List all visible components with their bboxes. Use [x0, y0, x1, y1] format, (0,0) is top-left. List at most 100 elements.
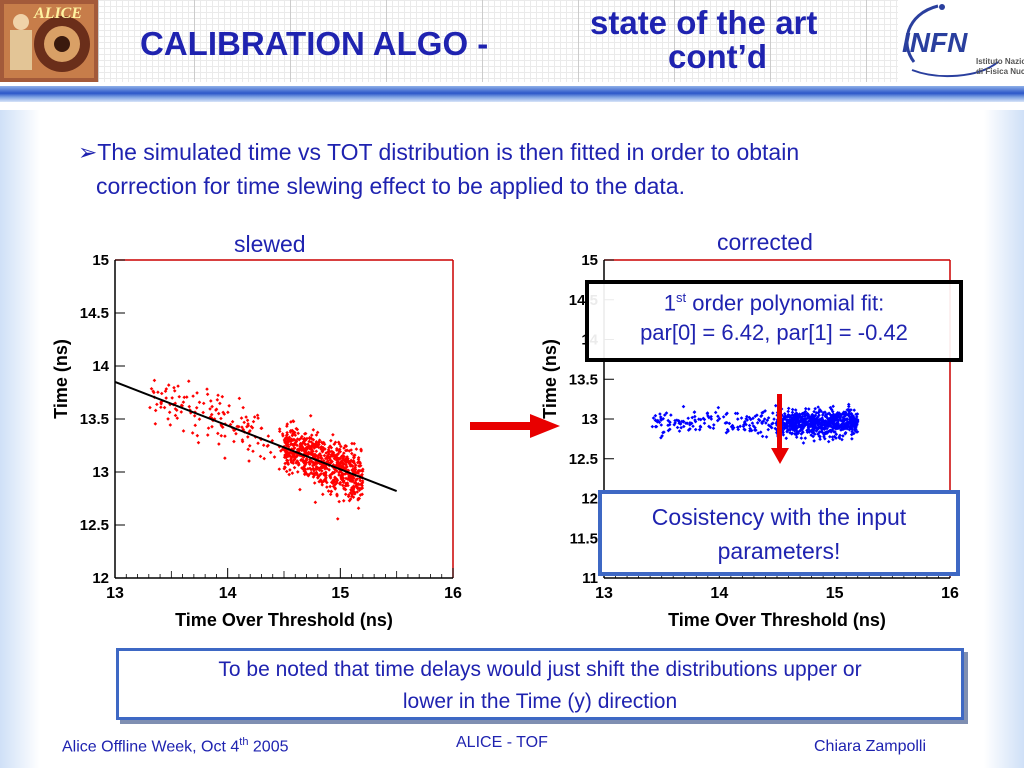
data-point	[822, 434, 826, 439]
data-point	[803, 409, 808, 414]
header-underline-bar	[0, 86, 1024, 102]
data-point	[235, 424, 239, 429]
data-point	[172, 385, 176, 390]
data-point	[352, 469, 356, 474]
data-point	[159, 400, 163, 405]
data-point	[831, 404, 835, 409]
data-point	[291, 419, 295, 423]
data-point	[184, 395, 189, 399]
data-point	[245, 424, 249, 429]
data-point	[262, 456, 267, 461]
data-point	[248, 429, 252, 433]
data-point	[283, 465, 287, 470]
data-point	[322, 479, 326, 483]
data-point	[726, 429, 730, 433]
data-point	[356, 469, 361, 473]
data-point	[845, 425, 849, 429]
data-point	[173, 413, 178, 418]
data-point	[302, 461, 307, 466]
data-point	[761, 410, 765, 415]
data-point	[345, 471, 350, 476]
data-point	[819, 417, 824, 422]
data-point	[360, 480, 365, 485]
data-point	[816, 415, 820, 419]
data-point	[840, 427, 845, 432]
data-point	[208, 407, 212, 411]
data-point	[812, 423, 817, 428]
data-point	[210, 404, 214, 409]
data-point	[272, 455, 277, 459]
data-point	[325, 459, 329, 464]
data-point	[179, 410, 184, 414]
data-point	[289, 455, 294, 459]
data-point	[849, 411, 854, 416]
data-point	[664, 411, 669, 415]
data-point	[307, 472, 311, 477]
data-point	[803, 416, 808, 421]
data-point	[219, 433, 224, 438]
data-point	[290, 447, 294, 451]
data-point	[717, 416, 722, 421]
data-point	[838, 417, 843, 421]
data-point	[343, 492, 348, 497]
data-point	[342, 458, 347, 463]
data-point	[831, 418, 835, 423]
data-point	[279, 449, 283, 453]
data-point	[788, 423, 793, 428]
data-point	[351, 495, 356, 499]
data-point	[768, 424, 773, 429]
data-point	[812, 409, 816, 414]
data-point	[334, 477, 339, 481]
data-point	[755, 421, 760, 425]
data-point	[322, 453, 327, 458]
x-tick-label: 13	[595, 585, 613, 602]
data-point	[830, 425, 835, 430]
data-point	[739, 416, 744, 420]
data-point	[328, 474, 333, 479]
data-point	[342, 486, 346, 490]
data-point	[339, 471, 344, 475]
data-point	[838, 433, 842, 438]
data-point	[311, 428, 316, 432]
data-point	[360, 483, 364, 488]
data-point	[284, 449, 289, 453]
bullet-text-line1: The simulated time vs TOT distribution i…	[97, 139, 800, 165]
data-point	[832, 426, 836, 430]
data-point	[208, 415, 213, 419]
data-point	[343, 472, 348, 476]
data-point	[790, 413, 795, 417]
data-point	[673, 421, 677, 425]
data-point	[801, 425, 806, 429]
data-point	[845, 417, 849, 422]
data-point	[702, 421, 707, 426]
data-point	[301, 445, 305, 450]
data-point	[309, 440, 313, 444]
data-point	[813, 414, 817, 418]
data-point	[841, 416, 846, 421]
data-point	[763, 409, 767, 413]
data-point	[308, 413, 313, 418]
data-point	[335, 478, 340, 483]
data-point	[313, 442, 318, 447]
infn-logo-icon: INFN Istituto Nazionale di Fisica Nuclea…	[898, 0, 1024, 82]
svg-text:di Fisica Nucleare: di Fisica Nucleare	[976, 67, 1024, 76]
alice-logo-icon: ALICE	[0, 0, 98, 82]
data-point	[315, 443, 319, 447]
data-point	[813, 406, 817, 411]
note-line2: lower in the Time (y) direction	[402, 690, 678, 713]
data-point	[241, 427, 246, 432]
data-point	[681, 420, 686, 424]
data-point	[160, 399, 164, 404]
data-point	[836, 413, 841, 417]
data-point	[756, 431, 760, 435]
data-point	[251, 449, 255, 454]
data-point	[301, 455, 306, 460]
data-point	[195, 433, 200, 438]
data-point	[320, 483, 325, 487]
data-point	[323, 471, 328, 476]
data-point	[241, 405, 245, 410]
data-point	[736, 427, 741, 432]
data-point	[834, 432, 839, 437]
footer-left: Alice Offline Week, Oct 4th 2005	[62, 736, 289, 756]
data-point	[311, 443, 316, 447]
